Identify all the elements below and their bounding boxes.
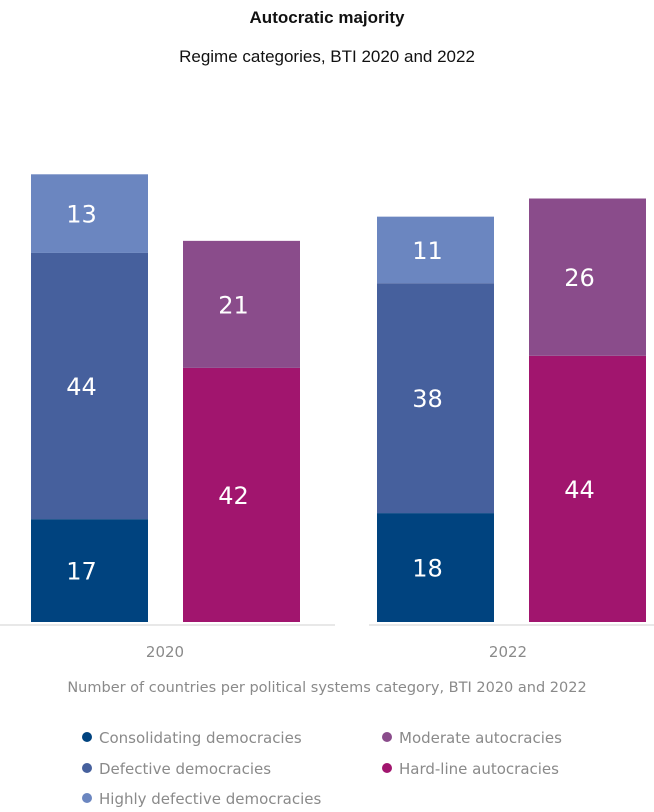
data-label: 18	[412, 555, 443, 583]
legend-label: Defective democracies	[99, 760, 272, 778]
legend-swatch	[82, 763, 92, 773]
bar-segment	[31, 252, 148, 520]
bar-segment	[377, 283, 494, 514]
chart-title: Autocratic majority	[249, 8, 405, 27]
legend-item-consolidating-democracies: Consolidating democracies	[82, 729, 302, 747]
legend-swatch	[82, 732, 92, 742]
chart-caption: Number of countries per political system…	[67, 680, 587, 696]
legend-item-hard-line-autocracies: Hard-line autocracies	[382, 760, 559, 778]
legend-swatch	[382, 763, 392, 773]
bar-segment	[183, 240, 300, 368]
data-label: 26	[564, 264, 595, 292]
legend-swatch	[382, 732, 392, 742]
legend-item-defective-democracies: Defective democracies	[82, 760, 271, 778]
data-label: 38	[412, 385, 443, 413]
data-label: 44	[564, 476, 595, 504]
data-label: 11	[412, 237, 443, 265]
data-label: 21	[218, 291, 249, 319]
bar-segment	[529, 355, 646, 622]
data-label: 44	[66, 373, 97, 401]
chart-subtitle: Regime categories, BTI 2020 and 2022	[179, 47, 475, 66]
legend-item-moderate-autocracies: Moderate autocracies	[382, 729, 562, 747]
x-tick-label: 2022	[489, 643, 527, 661]
legend-swatch	[82, 793, 92, 803]
data-label: 17	[66, 558, 97, 586]
stacked-bar-chart: 17 44 13 42 21 2020 18 38 11 44 26 2022	[0, 174, 654, 661]
bar-segment	[183, 367, 300, 622]
legend-label: Hard-line autocracies	[399, 760, 559, 778]
bar-segment	[529, 198, 646, 356]
legend-label: Highly defective democracies	[99, 790, 322, 808]
data-label: 42	[218, 482, 249, 510]
data-label: 13	[66, 201, 97, 229]
legend-label: Consolidating democracies	[99, 729, 302, 747]
bar-segment	[377, 513, 494, 622]
x-tick-label: 2020	[146, 643, 184, 661]
legend-item-highly-defective-democracies: Highly defective democracies	[82, 790, 321, 808]
bar-segment	[31, 174, 148, 253]
bar-segment	[31, 519, 148, 622]
bar-segment	[377, 216, 494, 284]
legend-label: Moderate autocracies	[399, 729, 562, 747]
